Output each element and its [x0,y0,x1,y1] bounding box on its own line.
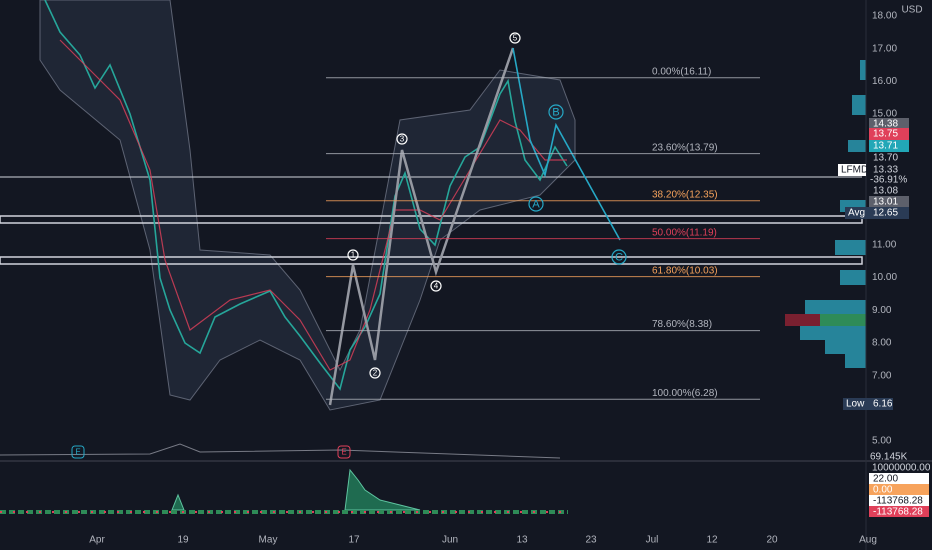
wave-label: 4 [434,282,439,291]
event-marker [71,445,85,459]
event-marker [337,445,351,459]
bollinger-band [39,0,576,411]
badge-text: 13.71 [873,141,898,152]
fib-label: 61.80%(10.03) [652,265,718,276]
currency: USD [901,5,922,16]
wave-lines [328,47,515,406]
badge [845,207,909,219]
wave-label: 5 [513,34,518,43]
badge-text: 12.65 [873,208,898,219]
badge [843,398,893,410]
wave-label: 1 [351,251,356,260]
badge [869,484,929,495]
badge-text: 13.75 [873,129,898,140]
date-label: 23 [585,535,597,546]
price-tick-label: 8.00 [872,338,892,349]
wave-label: 2 [373,369,378,378]
badge-text: 13.08 [873,186,898,197]
indicator-tick: -113768.28 [873,496,923,507]
volume-line [0,443,561,459]
moving-average [59,39,567,371]
event-label: E [75,448,80,457]
event-label: E [341,448,346,457]
wave-label: C [615,251,623,263]
fib-label: 23.60%(13.79) [652,142,718,153]
badge-text: 14.38 [873,119,898,130]
date-label: 13 [516,535,528,546]
price-tick-label: 7.00 [872,370,892,381]
badge [869,118,909,130]
badge-text: -36.91% [870,175,907,186]
badge [869,196,909,208]
date-label: Jun [442,535,458,546]
date-label: May [259,535,278,546]
wave-label: A [532,198,540,210]
wave-marker [528,196,544,212]
indicator-tick: -113768.28 [873,507,923,518]
price-tick-label: 11.00 [872,240,897,251]
fib-label: 38.20%(12.35) [652,189,718,200]
badge-text: 13.01 [873,197,898,208]
indicator-tick: 22.00 [873,474,898,485]
badge-text: 13.70 [873,153,898,164]
fib-label: 0.00%(16.11) [652,66,711,77]
wave-label: B [552,106,559,118]
date-label: 19 [177,535,189,546]
date-label: Jul [646,535,659,546]
date-label: Aug [859,535,877,546]
date-label: 12 [706,535,718,546]
badges: 14.38 13.75 13.71 13.70 LFMD 13.33 -36.9… [838,118,931,518]
wave-marker [396,133,408,145]
badge-text: 13.33 [873,165,898,176]
wave-marker [369,367,381,379]
indicator-spike [171,493,185,511]
wave-marker [430,280,442,292]
date-label: Apr [89,535,105,546]
indicator-tick: 0.00 [873,485,893,496]
date-label: 17 [348,535,360,546]
price-tick-label: 15.00 [872,109,897,120]
abc-lines [512,47,621,241]
badge-text: 69.145K [870,452,908,463]
badge [869,473,929,484]
date-label: 20 [766,535,778,546]
fib-label: 78.60%(8.38) [652,319,712,330]
fib-label: 50.00%(11.19) [652,227,717,238]
badge-text: Low [846,399,865,410]
badge [869,495,929,506]
badge-text: Avg [848,208,865,219]
price-tick-label: 16.00 [872,76,897,87]
price-tick-label: 18.00 [872,11,897,22]
badge [869,128,909,140]
symbol-badge [838,164,866,176]
indicator-hump [344,468,421,511]
wave-marker [509,32,521,44]
wave-marker [347,249,359,261]
price-tick-label: 17.00 [872,43,897,54]
volume-profile-sell [785,314,820,326]
price-tick-label: 9.00 [872,305,892,316]
badge [869,506,929,517]
wave-marker [611,249,627,265]
fib-label: 100.00%(6.28) [652,388,718,399]
symbol: LFMD [841,165,868,176]
badge [869,140,909,152]
wave-label: 3 [400,135,405,144]
badge-text: 6.16 [873,399,893,410]
indicator-tick: 10000000.00 [872,463,931,474]
price-path [44,0,568,391]
wave-marker [548,104,564,120]
price-tick-label: 10.00 [872,272,897,283]
price-tick-label: 5.00 [872,436,892,447]
